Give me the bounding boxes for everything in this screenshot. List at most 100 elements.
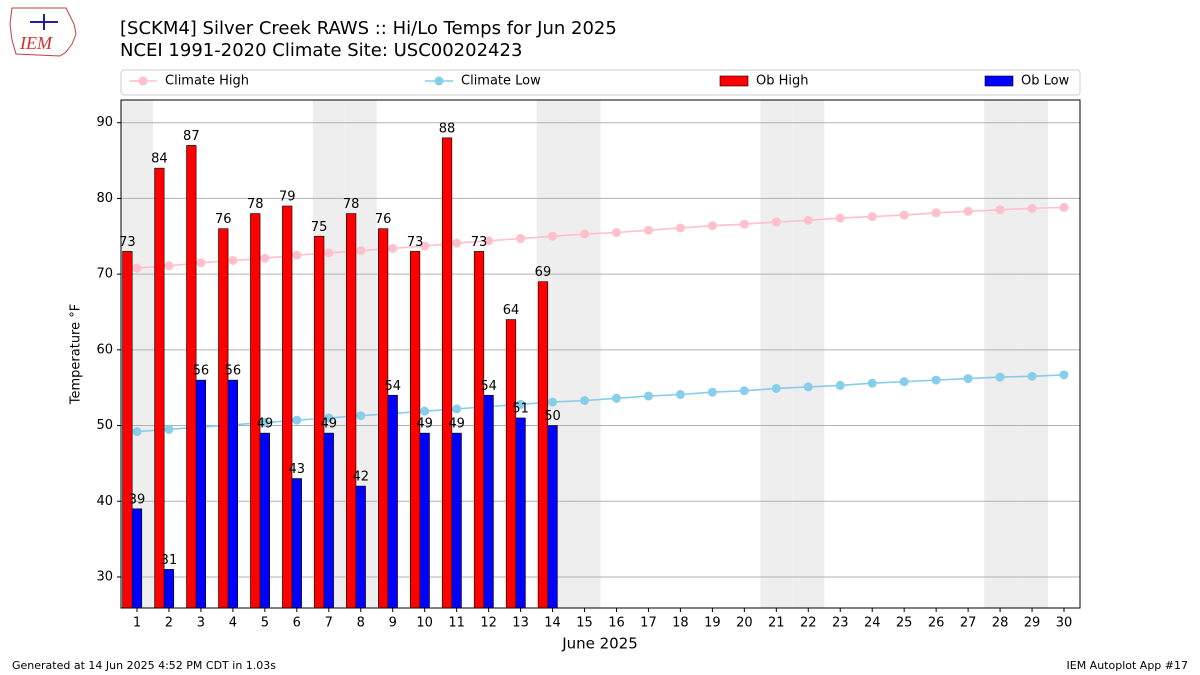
climate-point: [963, 206, 973, 216]
bar-label: 78: [343, 197, 360, 212]
climate-point: [164, 261, 174, 271]
bar: [387, 394, 398, 609]
bar-label: 76: [215, 212, 232, 227]
bar: [419, 432, 430, 609]
climate-point: [548, 397, 558, 407]
x-tick-label: 20: [736, 616, 753, 631]
climate-point: [292, 250, 302, 260]
climate-point: [164, 424, 174, 434]
bar: [282, 205, 293, 609]
climate-point: [452, 238, 462, 248]
chart-subtitle: NCEI 1991-2020 Climate Site: USC00202423: [120, 40, 522, 61]
climate-point: [196, 258, 206, 268]
climate-point: [803, 382, 813, 392]
legend-swatch: [984, 75, 1014, 87]
y-tick-label: 80: [96, 191, 113, 206]
y-tick-label: 40: [96, 494, 113, 509]
climate-point: [995, 205, 1005, 215]
legend-marker: [434, 76, 444, 86]
climate-point: [516, 399, 526, 409]
bar: [378, 228, 389, 609]
x-tick-label: 16: [608, 616, 625, 631]
bar-label: 50: [544, 409, 561, 424]
y-axis-label: Temperature °F: [69, 304, 84, 405]
climate-point: [931, 375, 941, 385]
chart-title: [SCKM4] Silver Creek RAWS :: Hi/Lo Temps…: [120, 18, 617, 39]
climate-point: [739, 386, 749, 396]
bar-label: 73: [407, 235, 424, 250]
climate-point: [771, 383, 781, 393]
climate-point: [580, 396, 590, 406]
logo: IEM: [9, 7, 77, 57]
climate-point: [963, 374, 973, 384]
climate-point: [899, 210, 909, 220]
x-tick-label: 10: [416, 616, 433, 631]
x-tick-label: 1: [133, 616, 141, 631]
climate-point: [803, 215, 813, 225]
bar-label: 43: [289, 462, 306, 477]
x-tick-label: 28: [992, 616, 1009, 631]
legend-label: Climate Low: [461, 74, 541, 89]
weekend-shade: [1016, 100, 1049, 608]
logo-text: IEM: [19, 33, 53, 53]
x-tick-label: 23: [832, 616, 849, 631]
bar-label: 56: [225, 364, 242, 379]
weekend-shade: [984, 100, 1017, 608]
bar: [218, 228, 229, 609]
climate-point: [675, 223, 685, 233]
x-tick-label: 15: [576, 616, 593, 631]
weekend-shade: [760, 100, 793, 608]
x-tick-label: 22: [800, 616, 817, 631]
climate-point: [1059, 203, 1069, 213]
bar-label: 88: [439, 121, 456, 136]
climate-point: [420, 241, 430, 251]
climate-point: [132, 263, 142, 273]
bar: [346, 213, 357, 609]
y-tick-label: 60: [96, 342, 113, 357]
x-tick-label: 18: [672, 616, 689, 631]
x-tick-label: 30: [1056, 616, 1073, 631]
climate-point: [324, 248, 334, 258]
bar-label: 64: [503, 303, 520, 318]
climate-point: [388, 243, 398, 253]
climate-point: [771, 217, 781, 227]
climate-point: [995, 372, 1005, 382]
legend-label: Ob High: [756, 74, 809, 89]
bar: [154, 167, 165, 609]
plot-frame: [120, 99, 1081, 609]
y-tick-label: 50: [96, 418, 113, 433]
bar: [441, 137, 453, 609]
x-tick-label: 3: [197, 616, 205, 631]
bar: [122, 251, 133, 609]
bar-label: 87: [183, 129, 200, 144]
climate-point: [580, 229, 590, 239]
climate-point: [707, 221, 717, 231]
x-tick-label: 8: [357, 616, 365, 631]
climate-point: [516, 234, 526, 244]
footer-right: IEM Autoplot App #17: [1067, 659, 1189, 672]
bar: [451, 432, 462, 609]
climate-point: [931, 208, 941, 218]
bar-label: 31: [161, 553, 178, 568]
climate-point: [707, 387, 717, 397]
climate-point: [292, 415, 302, 425]
bar-label: 49: [257, 417, 274, 432]
bar-label: 76: [375, 212, 392, 227]
x-tick-label: 24: [864, 616, 881, 631]
weekend-shade: [568, 100, 601, 608]
x-tick-label: 13: [512, 616, 529, 631]
climate-point: [835, 380, 845, 390]
climate-point: [867, 212, 877, 222]
x-tick-label: 21: [768, 616, 785, 631]
climate-point: [356, 246, 366, 256]
bar-label: 49: [448, 417, 465, 432]
bar-label: 42: [352, 470, 369, 485]
climate-point: [260, 253, 270, 263]
footer-left: Generated at 14 Jun 2025 4:52 PM CDT in …: [12, 659, 276, 672]
bar: [483, 394, 494, 609]
bar: [291, 478, 302, 609]
bar: [259, 432, 270, 609]
bar-label: 49: [416, 417, 433, 432]
x-tick-label: 25: [896, 616, 913, 631]
